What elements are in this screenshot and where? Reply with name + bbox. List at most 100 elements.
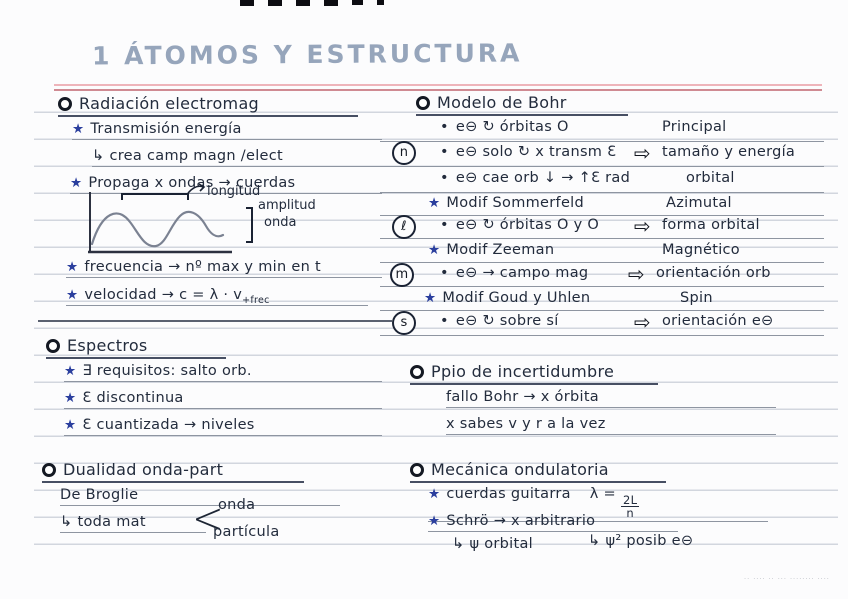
note-text: velocidad → c = λ · v: [84, 287, 243, 303]
quantum-number-s: s: [392, 311, 416, 335]
star-bullet-icon: ★: [64, 390, 77, 406]
fraction-denominator: n: [626, 506, 634, 521]
bohr-row: ★ Modif Zeeman Magnético: [380, 240, 824, 263]
star-bullet-icon: ★: [424, 290, 437, 306]
bohr-row: • e⊖ ↻ órbitas O Principal: [380, 117, 824, 142]
section-incertidumbre: Ppio de incertidumbre: [410, 362, 658, 385]
note-broglie: De Broglie: [60, 487, 340, 506]
quantum-label: Spin: [680, 290, 713, 306]
section-heading: Radiación electromag: [79, 94, 259, 113]
binding-mark: [268, 0, 282, 6]
section-ring-icon: [416, 96, 430, 110]
note-text: ∃ requisitos: salto orb.: [82, 363, 252, 379]
note-cuantizada: ★ Ɛ cuantizada → niveles: [64, 417, 382, 436]
note-cuerdas: ★ cuerdas guitarra λ = 2L n: [428, 486, 768, 523]
star-bullet-icon: ★: [64, 417, 77, 433]
page-title: 1 ÁTOMOS Y ESTRUCTURA: [91, 38, 523, 71]
section-ondulatoria: Mecánica ondulatoria: [410, 460, 666, 483]
quantum-number-m: m: [390, 263, 414, 287]
label-longitud: longitud: [207, 184, 261, 199]
bohr-row: ★ Modif Sommerfeld Azimutal: [380, 193, 824, 216]
quantum-label: Azimutal: [666, 195, 732, 211]
note-onda: onda: [218, 497, 256, 513]
binding-mark: [352, 0, 363, 5]
block-arrow-icon: ⇨: [634, 214, 652, 238]
block-arrow-icon: ⇨: [634, 141, 652, 165]
note-text: toda mat: [77, 514, 146, 530]
quantum-label: Principal: [662, 119, 727, 135]
section-ring-icon: [42, 463, 56, 477]
note-schro: ★ Schrö → x arbitrario: [428, 513, 678, 532]
note-crea-camp: ↳ crea camp magn /elect: [92, 148, 382, 167]
note-text: Modif Zeeman: [446, 242, 555, 258]
star-bullet-icon: ★: [66, 287, 79, 303]
section-ring-icon: [46, 339, 60, 353]
dot-bullet-icon: •: [440, 217, 449, 233]
fraction-numerator: 2L: [620, 493, 640, 508]
bohr-row: ℓ • e⊖ ↻ órbitas O y O ⇨ forma orbital: [380, 214, 824, 239]
star-bullet-icon: ★: [428, 242, 441, 258]
note-psi-orbital: ↳ ψ orbital: [452, 536, 533, 552]
section-ring-icon: [410, 463, 424, 477]
section-heading: Modelo de Bohr: [437, 93, 567, 112]
note-text: cuerdas guitarra: [446, 486, 571, 502]
note-text: Schrö → x arbitrario: [446, 513, 596, 529]
title-underline: [54, 84, 822, 91]
branch-arrow-icon: ↳: [588, 533, 601, 549]
note-text: e⊖ → campo mag: [455, 265, 589, 281]
wave-diagram: [88, 183, 253, 254]
binding-mark: [296, 0, 310, 6]
star-bullet-icon: ★: [428, 513, 441, 529]
note-fallo-bohr: fallo Bohr → x órbita: [446, 389, 776, 408]
section-bohr: Modelo de Bohr: [416, 93, 628, 116]
section-ring-icon: [58, 97, 72, 111]
formula-lambda: λ =: [589, 486, 616, 502]
note-psi-posib: ↳ ψ² posib e⊖: [588, 533, 693, 549]
frec-annotation: +frec: [242, 295, 270, 306]
binding-mark: [240, 0, 254, 6]
note-text: De Broglie: [60, 487, 139, 503]
section-heading: Ppio de incertidumbre: [431, 362, 615, 381]
dot-bullet-icon: •: [440, 265, 449, 281]
quantum-label: forma orbital: [662, 217, 760, 233]
quantum-label: orientación e⊖: [662, 313, 774, 329]
section-espectros: Espectros: [46, 336, 226, 359]
quantum-label: orientación orb: [656, 265, 771, 281]
note-requisitos: ★ ∃ requisitos: salto orb.: [64, 363, 382, 382]
section-heading: Mecánica ondulatoria: [431, 460, 609, 479]
note-text: ψ orbital: [469, 536, 533, 552]
label-amplitud: amplitud: [258, 198, 316, 213]
bohr-row: ★ Modif Goud y Uhlen Spin: [380, 288, 824, 311]
watermark: ·· ···· ·· ··· ········ ····: [744, 575, 830, 583]
section-radiacion: Radiación electromag: [58, 94, 358, 117]
note-frecuencia: ★ frecuencia → nº max y min en t: [66, 259, 382, 278]
note-text: ψ² posib e⊖: [605, 533, 694, 549]
note-text: Modif Goud y Uhlen: [442, 290, 591, 306]
note-velocidad: ★ velocidad → c = λ · v+frec: [66, 287, 368, 306]
block-arrow-icon: ⇨: [634, 310, 652, 334]
bohr-row: m • e⊖ → campo mag ⇨ orientación orb: [380, 262, 824, 287]
branch-arrow-icon: ↳: [452, 536, 465, 552]
star-bullet-icon: ★: [70, 175, 83, 191]
note-toda-mat: ↳ toda mat: [60, 514, 206, 533]
dot-bullet-icon: •: [440, 170, 449, 186]
label-onda: onda: [264, 215, 297, 230]
bohr-row: s • e⊖ ↻ sobre sí ⇨ orientación e⊖: [380, 310, 824, 336]
note-text: e⊖ ↻ órbitas O: [455, 119, 569, 135]
dot-bullet-icon: •: [440, 144, 449, 160]
dot-bullet-icon: •: [440, 119, 449, 135]
quantum-number-n: n: [392, 141, 416, 165]
quantum-label: tamaño y energía: [662, 144, 796, 160]
note-text: Transmisión energía: [90, 121, 242, 137]
quantum-label: orbital: [686, 170, 735, 186]
quantum-label: Magnético: [662, 242, 740, 258]
note-discontinua: ★ Ɛ discontinua: [64, 390, 382, 409]
block-arrow-icon: ⇨: [628, 262, 646, 286]
note-text: e⊖ ↻ sobre sí: [455, 313, 559, 329]
note-text: crea camp magn /elect: [109, 148, 284, 164]
bohr-row: n • e⊖ solo ↻ x transm Ɛ ⇨ tamaño y energ…: [380, 141, 824, 167]
dot-bullet-icon: •: [440, 313, 449, 329]
binding-mark: [324, 0, 338, 6]
note-text: frecuencia → nº max y min en t: [84, 259, 321, 275]
